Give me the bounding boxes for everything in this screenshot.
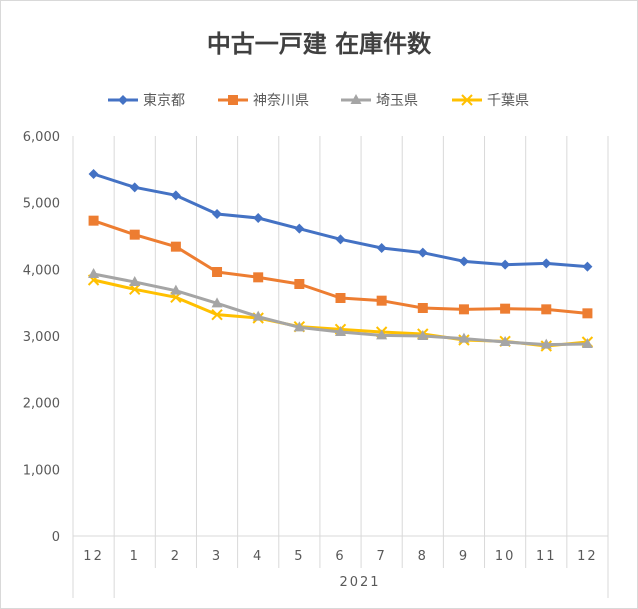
data-point <box>540 338 552 349</box>
data-point <box>500 303 511 314</box>
data-point <box>88 215 99 226</box>
data-point <box>170 284 182 295</box>
data-point <box>458 304 469 315</box>
series-diamond <box>88 169 593 272</box>
x-tick-label: 12 <box>577 549 598 564</box>
data-point <box>417 330 429 340</box>
x-tick-label: 12 <box>83 549 104 564</box>
x-tick-label: 11 <box>536 549 557 564</box>
x-tick-label: 5 <box>294 549 304 564</box>
data-point <box>350 94 362 104</box>
data-point <box>129 182 140 193</box>
data-point <box>253 272 264 283</box>
data-point <box>458 332 470 343</box>
y-tick-label: 3,000 <box>23 330 60 345</box>
x-tick-label: 8 <box>418 549 428 564</box>
legend-label: 埼玉県 <box>376 93 418 109</box>
data-point <box>541 258 552 269</box>
data-point <box>212 267 223 277</box>
series-triangle <box>88 268 593 349</box>
marker-stroke <box>461 94 473 106</box>
data-point <box>376 243 387 253</box>
data-point <box>294 223 305 234</box>
x-tick-label: 4 <box>253 549 263 564</box>
y-tick-label: 1,000 <box>23 463 60 478</box>
x-group-label: 2021 <box>339 575 380 590</box>
data-point <box>335 293 346 303</box>
legend-label: 神奈川県 <box>253 93 309 109</box>
y-tick-label: 6,000 <box>23 130 60 145</box>
data-point <box>294 279 305 289</box>
legend-item: 神奈川県 <box>218 93 309 109</box>
data-point <box>582 261 593 272</box>
data-point <box>458 256 469 267</box>
data-point <box>88 268 100 278</box>
data-point <box>417 247 428 258</box>
data-point <box>228 95 238 105</box>
gridlines <box>113 136 609 536</box>
data-point <box>417 303 428 313</box>
data-point <box>252 310 264 321</box>
data-point <box>211 297 223 308</box>
data-point <box>461 94 473 106</box>
data-point <box>88 169 99 179</box>
x-tick-label: 6 <box>335 549 345 564</box>
data-point <box>335 326 346 336</box>
y-tick-label: 5,000 <box>23 197 60 212</box>
x-tick-label: 3 <box>212 549 222 564</box>
legend: 東京都 神奈川県 埼玉県 千葉県 <box>108 93 529 109</box>
data-point <box>118 95 128 105</box>
y-tick-label: 0 <box>52 530 60 545</box>
y-tick-label: 4,000 <box>23 263 60 278</box>
marker-stroke <box>211 308 223 321</box>
x-tick-label: 9 <box>459 549 469 564</box>
data-point <box>376 329 388 340</box>
series-layer <box>87 169 594 352</box>
legend-item: 埼玉県 <box>341 93 418 109</box>
data-point <box>500 259 511 270</box>
data-point <box>581 338 593 348</box>
data-point <box>293 321 305 332</box>
data-point <box>541 304 552 315</box>
series-line <box>93 172 588 269</box>
data-point <box>129 276 141 286</box>
data-point <box>212 209 223 219</box>
x-tick-label: 10 <box>495 549 516 564</box>
data-point <box>253 213 264 223</box>
x-tick-label: 2 <box>171 549 181 564</box>
legend-item: 千葉県 <box>452 93 529 109</box>
chart-title: 中古一戸建 在庫件数 <box>207 30 432 58</box>
series-x <box>87 274 594 352</box>
x-tick-label: 1 <box>130 549 140 564</box>
data-point <box>211 308 223 321</box>
data-point <box>499 336 511 346</box>
data-point <box>582 308 593 319</box>
legend-item: 東京都 <box>108 93 185 109</box>
y-tick-label: 2,000 <box>23 397 60 412</box>
legend-label: 千葉県 <box>487 93 529 109</box>
legend-label: 東京都 <box>143 93 185 109</box>
data-point <box>129 229 140 240</box>
data-point <box>170 241 181 252</box>
series-square <box>88 215 593 319</box>
data-point <box>335 234 346 245</box>
data-point <box>376 295 387 306</box>
x-tick-label: 7 <box>377 549 387 564</box>
data-point <box>170 190 181 201</box>
